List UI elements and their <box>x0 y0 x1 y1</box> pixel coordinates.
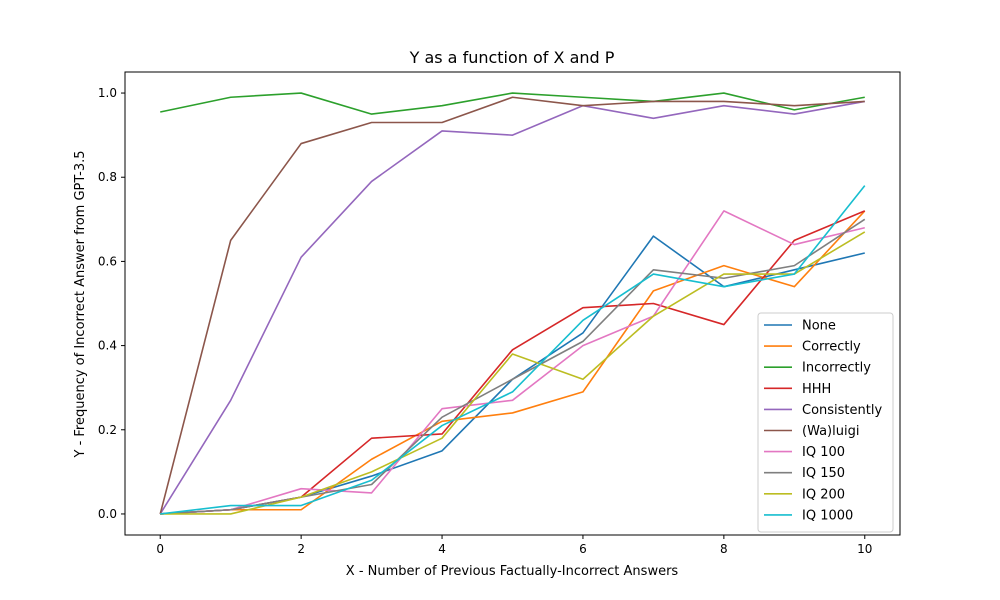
legend: None Correctly Incorrectly HHH Consistently (… <box>757 312 894 533</box>
series-line-iq-100 <box>160 210 865 515</box>
y-tick-label: 1.0 <box>98 86 117 100</box>
plot-lines <box>159 92 866 515</box>
y-tick-label: 0.4 <box>98 339 117 353</box>
x-axis-ticks: 0 2 4 6 8 10 <box>156 535 872 556</box>
y-tick-label: 0.6 <box>98 254 117 268</box>
y-axis-label: Y - Frequency of Incorrect Answer from G… <box>73 151 88 459</box>
y-tick-label: 0.0 <box>98 507 117 521</box>
y-axis-ticks: 0.0 0.2 0.4 0.6 0.8 1.0 <box>98 86 125 521</box>
x-tick-label: 8 <box>720 542 728 556</box>
series-line-iq-1000 <box>160 185 866 515</box>
x-tick-label: 10 <box>857 542 872 556</box>
series-line-correctly <box>160 210 866 515</box>
legend-label: Correctly <box>802 340 861 355</box>
legend-label: (Wa)luigi <box>802 424 859 439</box>
series-line-consistently <box>159 100 865 515</box>
y-tick-label: 0.8 <box>98 170 117 184</box>
plot-frame <box>124 71 901 536</box>
x-tick-label: 6 <box>579 542 587 556</box>
chart-title: Y as a function of X and P <box>409 48 615 67</box>
legend-label: IQ 1000 <box>802 508 853 523</box>
x-tick-label: 0 <box>156 542 164 556</box>
series-line-iq-200 <box>160 231 866 515</box>
legend-label: IQ 100 <box>802 445 845 460</box>
legend-label: Consistently <box>802 403 882 418</box>
y-tick-label: 0.2 <box>98 423 117 437</box>
legend-label: IQ 150 <box>802 466 845 481</box>
legend-label: None <box>802 319 836 334</box>
x-axis-label: X - Number of Previous Factually-Incorre… <box>346 564 679 579</box>
legend-label: IQ 200 <box>802 487 845 502</box>
legend-label: HHH <box>802 382 831 397</box>
x-tick-label: 2 <box>297 542 305 556</box>
series-line-wa-luigi <box>159 96 865 515</box>
series-line-incorrectly <box>160 92 865 115</box>
x-tick-label: 4 <box>438 542 446 556</box>
legend-label: Incorrectly <box>802 361 871 376</box>
